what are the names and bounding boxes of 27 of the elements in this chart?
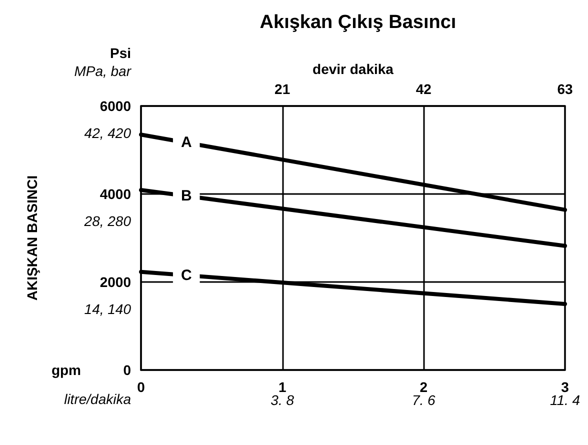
x-tick-label: 0 [137, 379, 146, 395]
series-label: C [180, 266, 192, 284]
series-label: A [180, 134, 192, 152]
x-tick-label: 3 [561, 379, 570, 395]
y-tick-label: 4000 [100, 186, 132, 202]
text: Psi [110, 45, 131, 61]
y-tick-label: 0 [123, 362, 132, 378]
text: 42, 420 [84, 125, 132, 141]
text: MPa, bar [74, 63, 132, 79]
text: litre/dakika [64, 391, 132, 407]
text: 14, 140 [84, 301, 132, 317]
x2-tick-label: 21 [274, 81, 290, 97]
y-tick-label: 6000 [100, 98, 132, 114]
y-axis-title: AKIŞKAN BASINCI [24, 175, 40, 301]
text: 3. 8 [270, 392, 294, 408]
x2-tick-label: 42 [416, 81, 432, 97]
x2-axis-title: devir dakika [312, 61, 394, 77]
text: 28, 280 [83, 213, 132, 229]
x-axis-title: gpm [51, 362, 81, 378]
text: 7. 6 [412, 392, 436, 408]
x-tick-label: 2 [420, 379, 428, 395]
x2-tick-label: 63 [557, 81, 573, 97]
text: 11. 4 [550, 392, 580, 408]
series-label: B [180, 188, 192, 205]
x-tick-label: 1 [278, 379, 286, 395]
chart-title: Akışkan Çıkış Basıncı [260, 12, 456, 33]
y-tick-label: 2000 [100, 274, 132, 290]
